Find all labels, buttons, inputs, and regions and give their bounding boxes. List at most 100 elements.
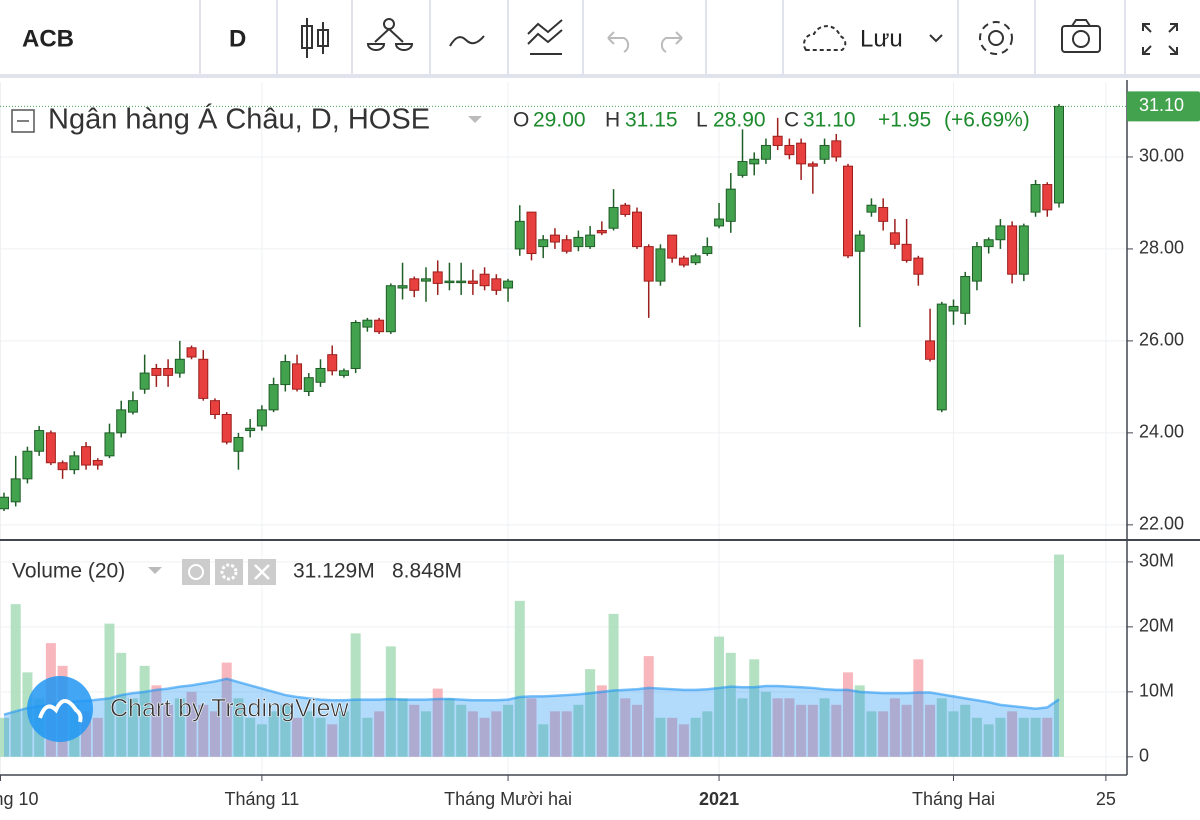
volume-bar [198, 704, 209, 757]
legend-open-label: O [513, 109, 529, 132]
candle-body [831, 140, 842, 158]
candle-body [983, 239, 994, 248]
volume-bar [81, 711, 92, 757]
volume-bar [127, 698, 138, 757]
candle-body [866, 204, 877, 213]
candle-body [245, 427, 256, 432]
ma-line [3, 677, 1060, 716]
candle-body [256, 409, 267, 427]
candle-body [714, 218, 725, 227]
x-icon [254, 564, 270, 580]
last-price-label: 31.10 [1139, 95, 1184, 115]
chart-title: Ngân hàng Á Châu, D, HOSE [48, 103, 430, 136]
settings-icon[interactable] [979, 21, 1013, 55]
candle-body [151, 367, 162, 376]
volume-bar [866, 711, 877, 757]
volume-bar [760, 691, 771, 757]
candle-body [889, 232, 900, 245]
candle-body [467, 280, 478, 284]
candle-body [596, 230, 607, 234]
candle-body [104, 432, 115, 457]
candle-body [784, 144, 795, 156]
candle-body [10, 478, 21, 503]
candle-body [491, 278, 502, 291]
volume-bar [409, 704, 420, 757]
volume-bar [514, 600, 525, 757]
candle-body [385, 285, 396, 333]
volume-bar [104, 623, 115, 757]
volume-bar [268, 711, 279, 757]
candle-body [163, 367, 174, 376]
ma-area [3, 678, 1060, 757]
symbol[interactable]: ACB [22, 25, 74, 52]
candle-body [233, 436, 244, 452]
candle-body [760, 144, 771, 160]
candle-body [303, 377, 314, 392]
candle-body [585, 234, 596, 248]
candle-body [538, 239, 549, 248]
volume-bar [10, 604, 21, 757]
legend-low-label: L [696, 109, 708, 132]
fullscreen-icon[interactable] [1142, 23, 1178, 55]
candle-body [34, 430, 45, 452]
compare-icon[interactable] [449, 35, 485, 47]
candle-body [0, 496, 9, 510]
candle-body [1007, 225, 1018, 275]
volume-bar [936, 698, 947, 757]
save-button[interactable]: Lưu [860, 25, 903, 52]
interval[interactable]: D [229, 25, 246, 52]
volume-menu[interactable] [148, 567, 162, 574]
volume-bar [925, 704, 936, 757]
candle-body [174, 358, 185, 374]
x-tick-label: 25 [1096, 789, 1116, 809]
volume-bar [913, 659, 924, 757]
y-tick-label: 26.00 [1139, 330, 1184, 350]
volume-bar [889, 698, 900, 757]
settings-button[interactable] [215, 559, 243, 585]
volume-bar [573, 704, 584, 757]
volume-bar [374, 711, 385, 757]
volume-bar [960, 704, 971, 757]
candle-body [81, 446, 92, 466]
candle-body [702, 246, 713, 255]
candle-body [819, 144, 830, 160]
candle-body [772, 135, 783, 146]
candle-body [749, 158, 760, 165]
visibility-button[interactable] [182, 559, 210, 585]
candle-body [1042, 184, 1053, 211]
volume-bar [995, 717, 1006, 757]
volume-bar [491, 711, 502, 757]
candle-body [573, 236, 584, 248]
watermark-logo [27, 676, 93, 742]
indicators-icon[interactable] [366, 18, 414, 51]
volume-bar [749, 659, 760, 757]
volume-bar [948, 711, 959, 757]
volume-bar [1042, 717, 1053, 757]
undo-icon[interactable] [607, 31, 630, 53]
templates-icon[interactable] [527, 19, 563, 55]
candle-body [526, 211, 537, 255]
volume-bar [784, 698, 795, 757]
volume-bar [843, 672, 854, 757]
candle-body [350, 321, 361, 369]
collapse-button[interactable] [11, 109, 35, 133]
volume-bar [362, 717, 373, 757]
volume-bar [831, 704, 842, 757]
volume-bar [292, 717, 303, 757]
redo-icon[interactable] [660, 31, 683, 53]
save-menu[interactable] [929, 34, 943, 43]
title-menu[interactable] [468, 116, 482, 123]
volume-bar [315, 717, 326, 757]
snapshot-icon[interactable] [1061, 19, 1101, 53]
volume-bar [116, 652, 127, 757]
volume-bar [245, 717, 256, 757]
candle-body [690, 255, 701, 264]
cloud-icon[interactable] [803, 25, 847, 51]
y-tick-label: 28.00 [1139, 238, 1184, 258]
y-tick-label: 22.00 [1139, 514, 1184, 534]
candles-icon[interactable] [301, 18, 329, 58]
volume-bar [620, 698, 631, 757]
volume-ma-value: 8.848M [392, 560, 462, 583]
candle-body [22, 450, 33, 480]
candle-body [632, 211, 642, 248]
